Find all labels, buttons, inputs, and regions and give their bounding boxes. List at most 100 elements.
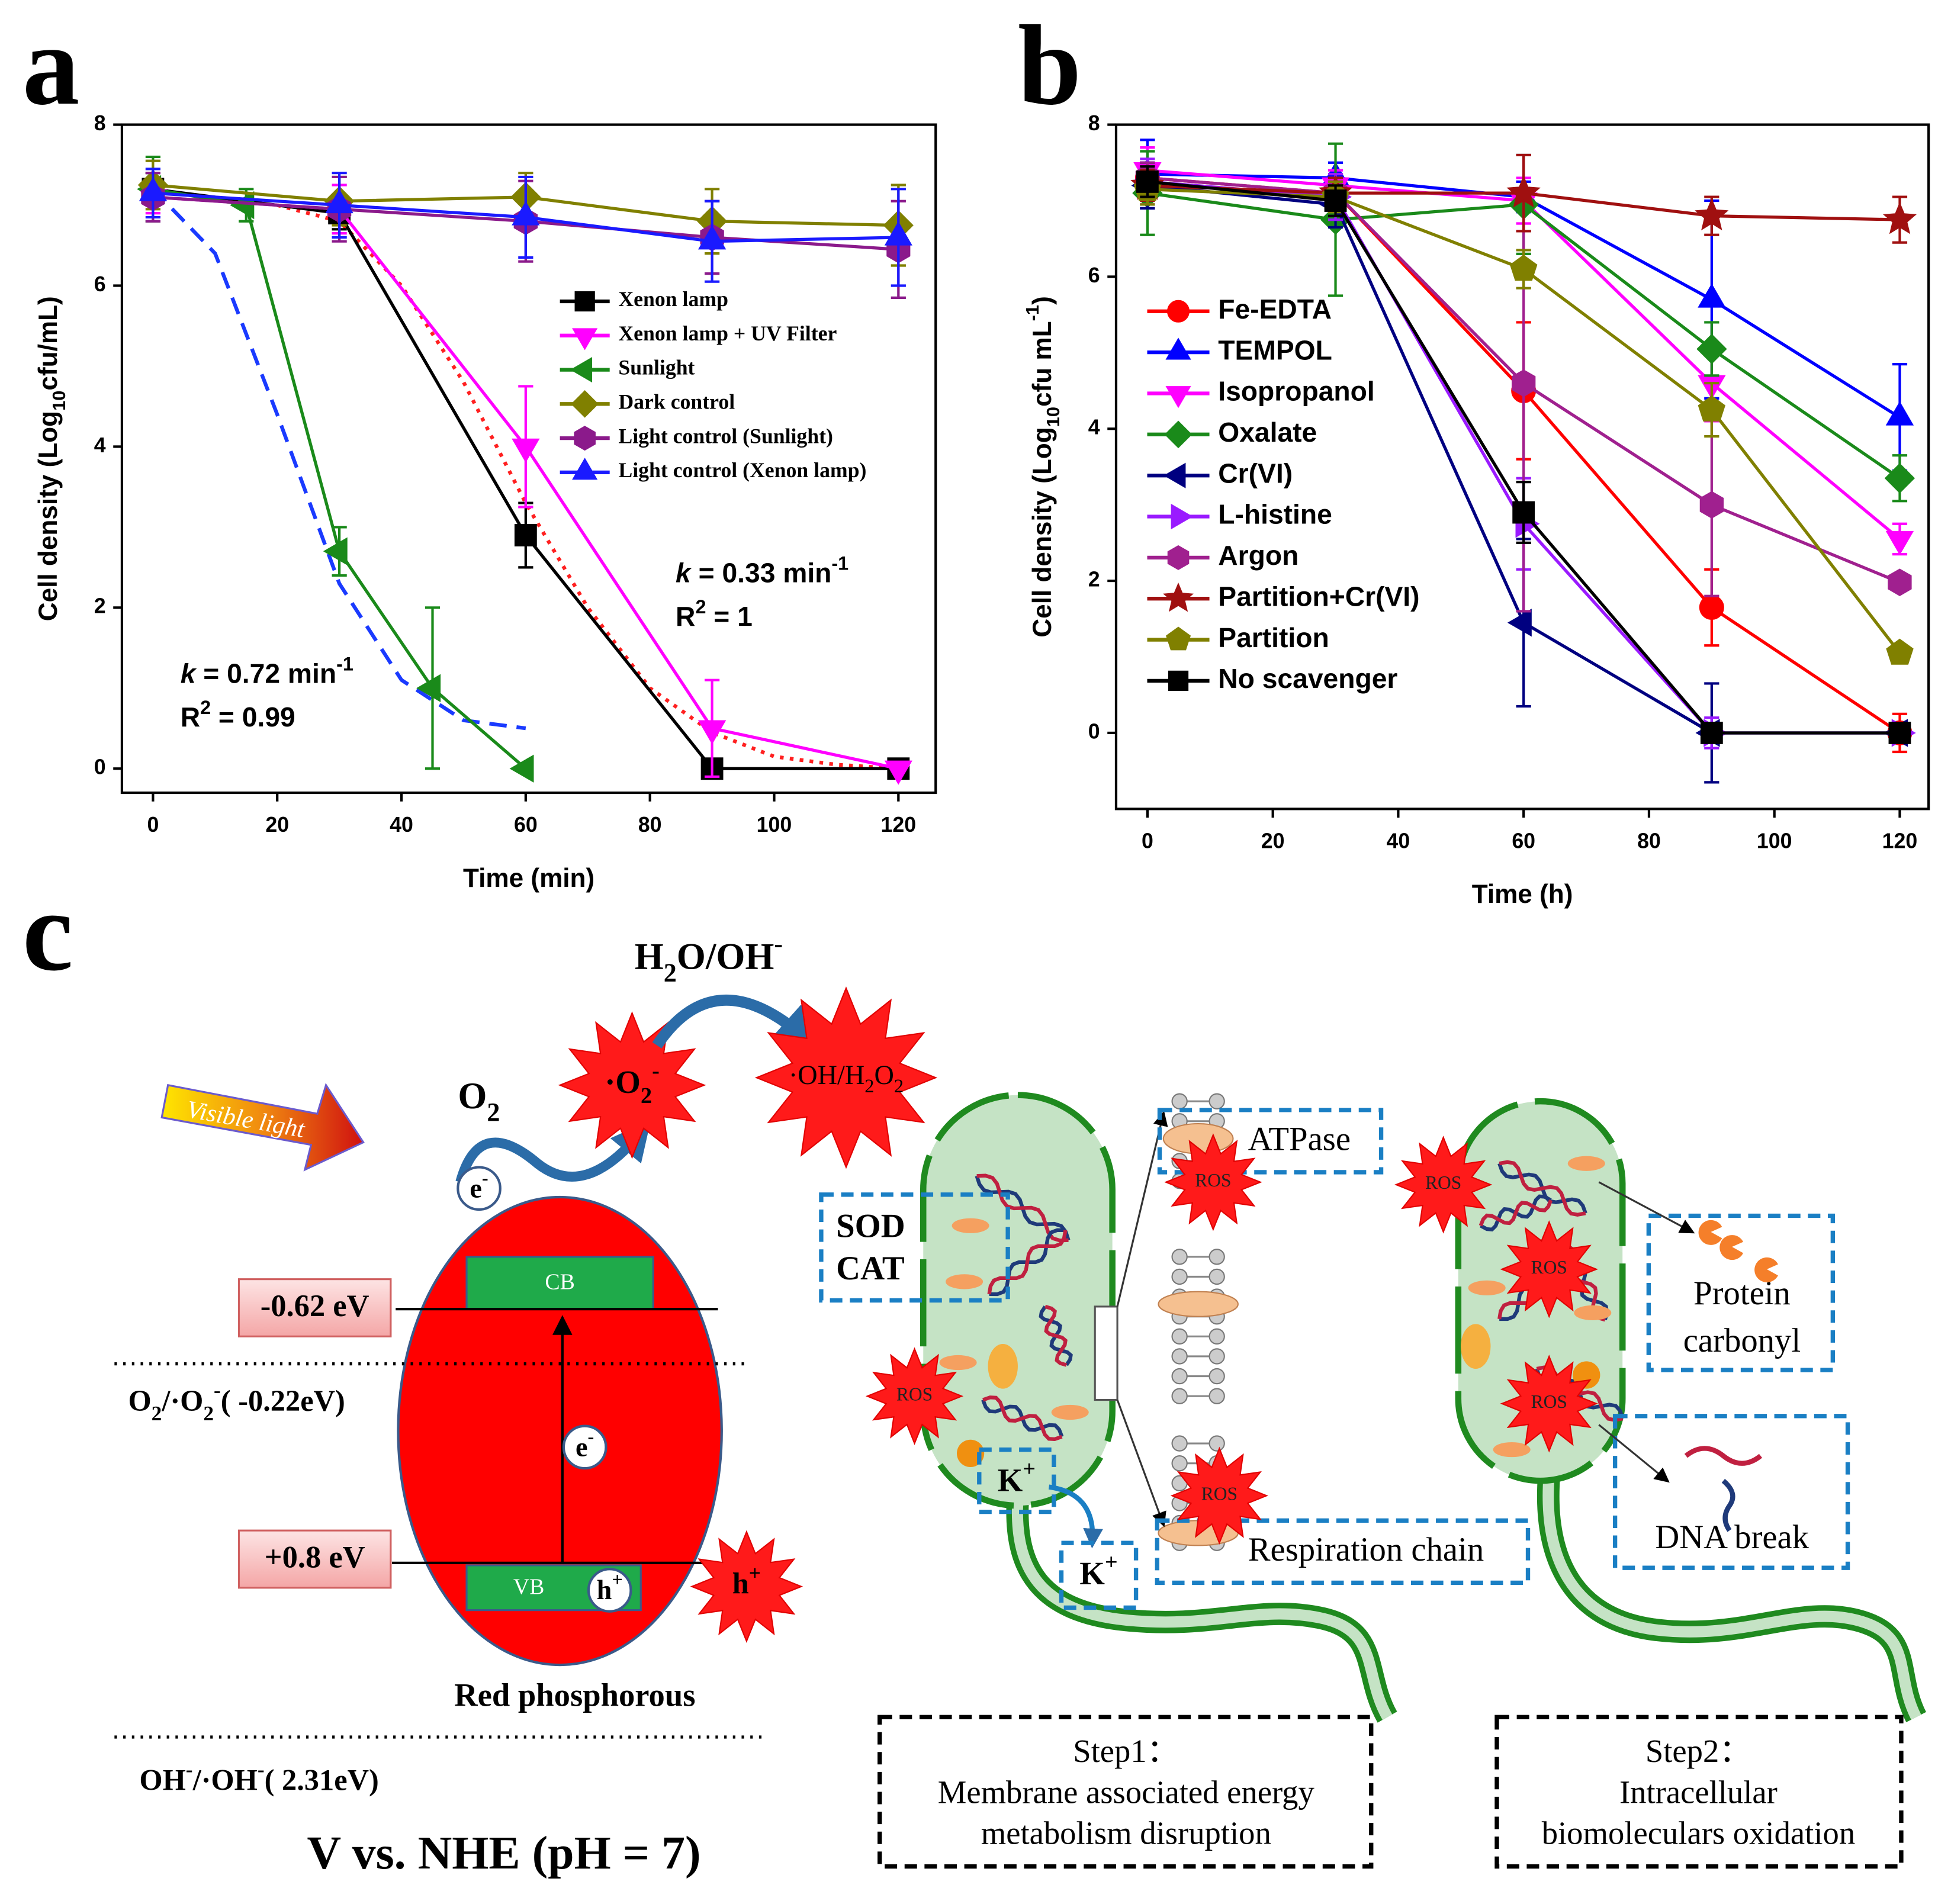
plot-frame bbox=[120, 123, 937, 795]
text-run: h bbox=[597, 1575, 612, 1605]
organelle bbox=[1493, 1442, 1531, 1458]
fit-curve bbox=[277, 203, 899, 771]
text-run: 2 bbox=[641, 1083, 652, 1108]
lipid-head bbox=[1208, 1268, 1225, 1285]
dna-strand bbox=[1499, 1160, 1586, 1217]
step1-text: metabolism disruption bbox=[981, 1815, 1271, 1851]
annotation: R2 = 0.99 bbox=[181, 697, 295, 733]
text-run: Cell density (Log bbox=[1028, 427, 1057, 637]
x-tick-label: 100 bbox=[757, 813, 792, 837]
enzyme-box bbox=[819, 1192, 1010, 1303]
text-run: R bbox=[181, 702, 200, 732]
legend-label: Light control (Xenon lamp) bbox=[618, 458, 866, 482]
flagellum bbox=[1537, 1474, 1927, 1723]
o2-potential: O2/·O2-( -0.22eV) bbox=[128, 1378, 345, 1424]
x-tick-label: 20 bbox=[265, 813, 289, 837]
lipid-head bbox=[1208, 1348, 1225, 1365]
marker bbox=[1882, 202, 1917, 234]
marker bbox=[1163, 462, 1186, 488]
hydroxyl-star bbox=[754, 986, 938, 1169]
hole-badge bbox=[587, 1568, 632, 1613]
marker bbox=[514, 524, 537, 546]
text-run: = 0.72 min bbox=[195, 658, 336, 689]
marker bbox=[1136, 170, 1159, 193]
legend-label: TEMPOL bbox=[1218, 335, 1332, 365]
lipid-head bbox=[1208, 1093, 1225, 1109]
y-tick-label: 4 bbox=[1088, 416, 1100, 439]
lipid-head bbox=[1171, 1093, 1188, 1109]
y-axis-label: Cell density (Log10cfu/mL) bbox=[34, 296, 69, 621]
marker bbox=[139, 176, 168, 201]
marker bbox=[1165, 386, 1191, 409]
text-run: 2 bbox=[664, 958, 677, 987]
legend-label: Light control (Sunlight) bbox=[618, 424, 833, 448]
marker bbox=[1696, 333, 1727, 365]
marker bbox=[1166, 626, 1191, 651]
cb-label: CB bbox=[545, 1270, 574, 1295]
marker bbox=[1163, 582, 1194, 612]
marker bbox=[1888, 568, 1912, 596]
marker bbox=[1695, 198, 1729, 231]
vesicle bbox=[988, 1343, 1018, 1389]
marker bbox=[1885, 401, 1914, 426]
marker bbox=[1699, 595, 1724, 620]
conversion-arrow bbox=[652, 994, 820, 1051]
chart-panel: b 0 20 40 60 80 100 120 0 2 4 6 8 Time (h) Cell densit… bbox=[1018, 2, 1930, 909]
legend-label: No scavenger bbox=[1218, 663, 1397, 694]
x-tick-label: 120 bbox=[881, 813, 917, 837]
conduction-band bbox=[465, 1256, 654, 1310]
legend-label: Xenon lamp bbox=[618, 287, 728, 311]
text-run: OH bbox=[139, 1763, 185, 1796]
text-run: - bbox=[258, 1758, 265, 1781]
text-run: + bbox=[612, 1569, 622, 1591]
marker bbox=[570, 356, 593, 383]
text-run: 2 bbox=[203, 1401, 214, 1424]
text-run: - bbox=[186, 1758, 193, 1781]
lipid-head bbox=[1171, 1348, 1188, 1365]
x-axis-label: Time (min) bbox=[463, 864, 594, 893]
organelle bbox=[1468, 1280, 1506, 1295]
cell-body bbox=[920, 1092, 1116, 1509]
dna-label: DNA break bbox=[1655, 1519, 1809, 1556]
legend-label: Dark control bbox=[618, 390, 735, 414]
marker bbox=[1888, 722, 1911, 744]
marker bbox=[1886, 638, 1914, 665]
marker bbox=[1506, 175, 1541, 208]
superoxide-label: ·O2- bbox=[605, 1059, 660, 1108]
ros-star bbox=[1170, 1446, 1269, 1545]
text-run: cfu mL bbox=[1028, 321, 1057, 407]
y-tick-label: 8 bbox=[94, 111, 106, 135]
y-tick-label: 2 bbox=[1088, 568, 1100, 591]
marker bbox=[1700, 722, 1723, 744]
oh-potential: OH-/·OH-( 2.31eV) bbox=[139, 1758, 378, 1796]
text-run: + bbox=[1105, 1550, 1118, 1575]
marker bbox=[1885, 530, 1914, 555]
lipid-head bbox=[1171, 1455, 1188, 1472]
text-run: O bbox=[458, 1076, 487, 1117]
ros-star bbox=[865, 1347, 964, 1445]
legend-label: Partition bbox=[1218, 622, 1329, 653]
oxidation-arrow bbox=[1598, 1424, 1670, 1483]
vb-potential: +0.8 eV bbox=[265, 1540, 365, 1575]
text-run: 10 bbox=[1043, 407, 1063, 427]
protein-box bbox=[1646, 1213, 1836, 1372]
text-run: k bbox=[181, 658, 197, 689]
y-axis-label: Cell density (Log10cfu mL-1) bbox=[1022, 296, 1063, 637]
marker bbox=[698, 720, 727, 745]
y-tick-label: 6 bbox=[1088, 263, 1100, 287]
atpase-box bbox=[1157, 1108, 1384, 1175]
legend-label: Oxalate bbox=[1218, 417, 1317, 448]
text-run: K bbox=[998, 1462, 1023, 1498]
reduction-arrow bbox=[455, 1120, 651, 1184]
marker bbox=[323, 537, 348, 565]
x-tick-label: 60 bbox=[514, 813, 538, 837]
text-run: 2 bbox=[695, 596, 706, 617]
potassium-label: K+ bbox=[998, 1456, 1036, 1498]
organelle bbox=[1574, 1305, 1612, 1321]
legend-label: Cr(VI) bbox=[1218, 458, 1293, 488]
text-run: R bbox=[676, 601, 695, 632]
marker bbox=[1511, 369, 1536, 397]
cat-label: CAT bbox=[836, 1250, 905, 1287]
electron-badge bbox=[457, 1166, 502, 1211]
